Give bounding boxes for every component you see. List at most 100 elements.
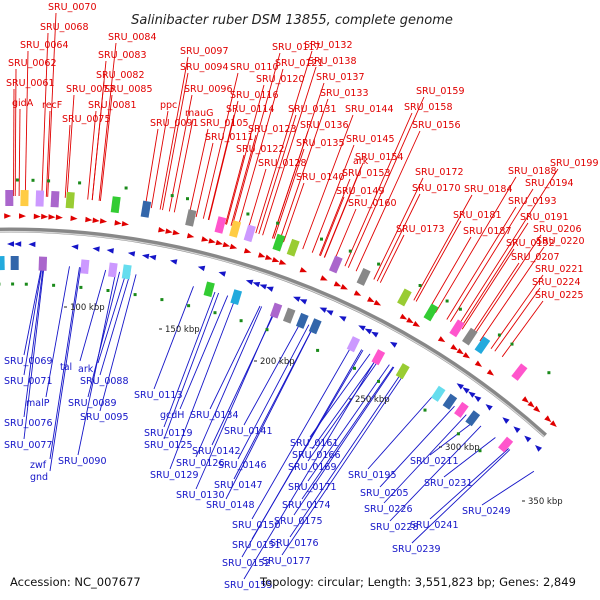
forward-gene-label: ark: [353, 156, 369, 167]
reverse-label-line: [87, 271, 121, 398]
feature-box: [50, 190, 60, 208]
forward-gene-arrow: [299, 267, 308, 273]
forward-label-line: [208, 100, 239, 221]
reverse-gene-label: SRU_0228: [370, 522, 419, 533]
reverse-gene-label: SRU_0150: [232, 520, 281, 531]
reverse-gene-label: SRU_0166: [292, 450, 341, 461]
reverse-strand-arrows: [7, 241, 543, 452]
tick-label: 100 kbp: [70, 303, 105, 313]
reverse-gene-arrow: [141, 253, 150, 260]
feature-box: [107, 262, 118, 278]
reverse-label-line: [411, 449, 511, 544]
reverse-label-line: [383, 414, 467, 504]
reverse-gene-label: SRU_0130: [176, 490, 225, 501]
forward-gene-arrow: [85, 216, 93, 223]
reverse-label-line: [163, 291, 216, 428]
feature-box: [397, 288, 412, 307]
forward-label-line: [13, 88, 15, 197]
feature-box: [286, 238, 300, 257]
forward-gene-label: SRU_0111: [205, 132, 254, 143]
forward-gene-arrow: [41, 213, 49, 220]
forward-gene-label: SRU_0140: [296, 172, 345, 183]
reverse-gene-label: SRU_0174: [282, 500, 331, 511]
misc-feature-dot: [24, 282, 28, 286]
forward-gene-label: SRU_0194: [525, 178, 574, 189]
forward-strand-labels: SRU_0070 SRU_0068 SRU_0064 SRU_0062 SRU_0061…: [6, 2, 599, 301]
forward-gene-arrow: [114, 220, 122, 226]
forward-gene-label: SRU_0144: [345, 104, 394, 115]
reverse-gene-arrow: [28, 241, 36, 248]
forward-gene-arrow: [215, 239, 223, 246]
forward-gene-arrow: [99, 218, 108, 224]
misc-feature-dot: [133, 293, 137, 297]
forward-gene-label: recF: [42, 100, 62, 111]
reverse-gene-label: SRU_0148: [206, 500, 255, 511]
forward-gene-label: SRU_0068: [40, 22, 89, 33]
forward-label-line: [460, 222, 529, 329]
forward-label-line: [311, 144, 355, 253]
reverse-label-line: [389, 425, 482, 522]
forward-gene-arrow: [333, 281, 342, 287]
feature-box: [328, 255, 343, 274]
misc-feature-dot: [377, 262, 381, 266]
forward-gene-label: SRU_0135: [296, 138, 345, 149]
reverse-label-line: [23, 264, 43, 376]
misc-feature-dot: [497, 333, 501, 337]
reverse-gene-label: SRU_0231: [424, 478, 473, 489]
reverse-gene-label: SRU_0241: [410, 520, 459, 531]
forward-gene-label: SRU_0117: [272, 42, 321, 53]
reverse-label-line: [153, 286, 194, 390]
forward-gene-label: SRU_0192: [506, 238, 555, 249]
forward-gene-label: SRU_0082: [96, 70, 145, 81]
reverse-gene-arrow: [148, 254, 157, 261]
forward-gene-arrow: [367, 296, 375, 303]
reverse-gene-label: SRU_0088: [80, 376, 129, 387]
reverse-gene-label: SRU_0211: [410, 456, 459, 467]
misc-feature-dot: [52, 283, 56, 287]
reverse-gene-label: SRU_0169: [288, 462, 337, 473]
forward-gene-label: SRU_0160: [348, 198, 397, 209]
reverse-label-line: [169, 297, 236, 470]
reverse-label-line: [77, 271, 117, 456]
forward-gene-label: SRU_0170: [412, 183, 461, 194]
feature-box: [110, 196, 121, 214]
forward-gene-arrow: [527, 400, 535, 408]
forward-gene-label: SRU_0159: [416, 86, 465, 97]
feature-box: [346, 336, 361, 353]
forward-label-line: [159, 56, 189, 210]
forward-gene-label: SRU_0187: [463, 226, 512, 237]
forward-label-line: [226, 84, 265, 225]
forward-gene-label: SRU_0097: [180, 46, 229, 57]
forward-gene-arrow: [373, 299, 382, 306]
reverse-gene-label: SRU_0089: [68, 398, 117, 409]
misc-feature-dot: [445, 299, 449, 303]
reverse-gene-arrow: [485, 404, 493, 411]
reverse-label-line: [429, 420, 475, 456]
forward-gene-arrow: [406, 317, 414, 324]
forward-gene-label: SRU_0083: [98, 50, 147, 61]
feature-box: [243, 224, 256, 243]
reverse-gene-arrow: [14, 241, 22, 247]
forward-gene-arrow: [48, 214, 56, 220]
forward-gene-label: SRU_0075: [62, 114, 111, 125]
reverse-gene-label: SRU_0151: [232, 540, 281, 551]
reverse-gene-arrow: [462, 387, 470, 394]
reverse-gene-arrow: [319, 307, 328, 313]
misc-feature-dot: [170, 194, 174, 198]
forward-label-line: [415, 220, 462, 302]
reverse-gene-arrow: [218, 271, 227, 277]
forward-gene-label: SRU_0136: [300, 120, 349, 131]
reverse-gene-label: SRU_0146: [218, 460, 267, 471]
forward-gene-label: SRU_0114: [226, 104, 275, 115]
feature-box: [185, 209, 197, 227]
forward-label-line: [41, 32, 49, 197]
feature-box: [38, 256, 48, 271]
forward-gene-arrow: [549, 420, 557, 428]
misc-feature-dot: [11, 282, 15, 286]
reverse-gene-label: SRU_0071: [4, 376, 53, 387]
reverse-gene-label: SRU_0249: [462, 506, 511, 517]
misc-feature-dot: [423, 408, 427, 412]
reverse-label-line: [443, 437, 496, 478]
forward-gene-arrow: [165, 228, 173, 234]
forward-gene-label: SRU_0122: [236, 144, 285, 155]
